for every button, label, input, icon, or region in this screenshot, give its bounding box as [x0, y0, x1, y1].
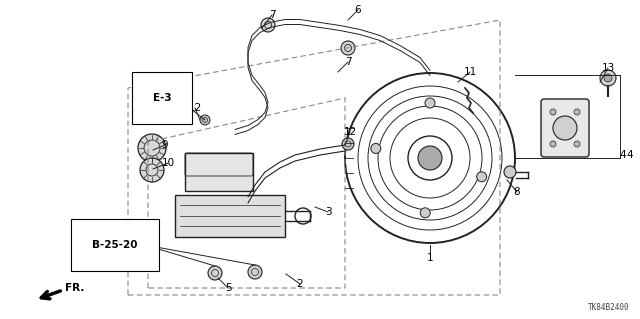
Circle shape — [553, 116, 577, 140]
Circle shape — [261, 18, 275, 32]
Circle shape — [425, 98, 435, 108]
Text: 12: 12 — [188, 103, 202, 113]
Circle shape — [200, 115, 210, 125]
Text: 4: 4 — [620, 150, 627, 160]
Circle shape — [550, 109, 556, 115]
Text: 3: 3 — [324, 207, 332, 217]
FancyBboxPatch shape — [541, 99, 589, 157]
Text: 4: 4 — [626, 150, 632, 160]
Circle shape — [371, 144, 381, 153]
Text: 11: 11 — [463, 67, 477, 77]
Text: 12: 12 — [344, 127, 356, 137]
Text: 7: 7 — [269, 10, 275, 20]
Circle shape — [418, 146, 442, 170]
Circle shape — [477, 172, 486, 182]
Text: 5: 5 — [225, 283, 231, 293]
Text: 10: 10 — [161, 158, 175, 168]
Text: 2: 2 — [297, 279, 303, 289]
Polygon shape — [175, 195, 285, 237]
Circle shape — [138, 134, 166, 162]
Text: TK84B2400: TK84B2400 — [588, 303, 630, 313]
Text: 9: 9 — [162, 140, 168, 150]
Text: 1: 1 — [427, 253, 433, 263]
Text: 8: 8 — [514, 187, 520, 197]
Circle shape — [208, 266, 222, 280]
Circle shape — [342, 138, 354, 150]
Circle shape — [574, 141, 580, 147]
Text: FR.: FR. — [65, 283, 84, 293]
Circle shape — [341, 41, 355, 55]
Circle shape — [420, 208, 430, 218]
Text: 7: 7 — [345, 57, 351, 67]
Circle shape — [504, 166, 516, 178]
Circle shape — [550, 141, 556, 147]
Circle shape — [600, 70, 616, 86]
Circle shape — [140, 158, 164, 182]
Circle shape — [604, 74, 612, 82]
Polygon shape — [185, 153, 253, 191]
Circle shape — [574, 109, 580, 115]
Text: B-25-20: B-25-20 — [92, 240, 138, 250]
Circle shape — [248, 265, 262, 279]
Text: 6: 6 — [355, 5, 362, 15]
Text: 13: 13 — [602, 63, 614, 73]
Text: E-3: E-3 — [153, 93, 172, 103]
